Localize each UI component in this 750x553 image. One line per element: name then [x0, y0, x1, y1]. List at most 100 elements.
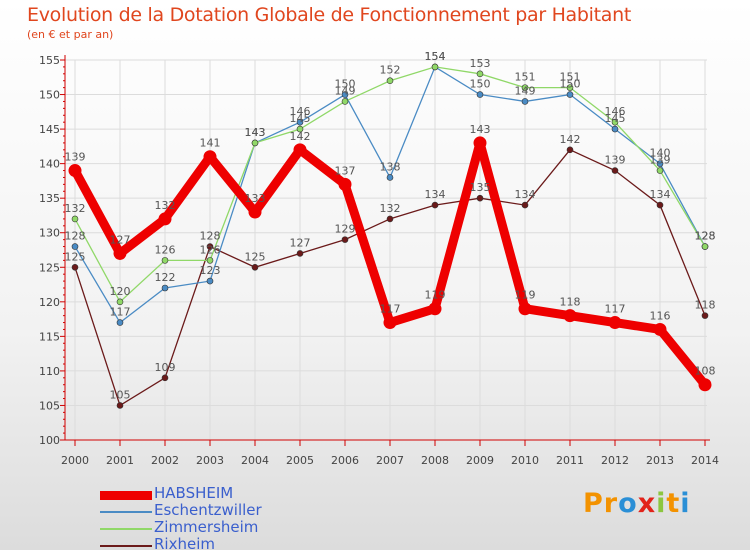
data-label: 117 — [110, 306, 131, 319]
legend-swatch — [100, 528, 152, 530]
data-label: 139 — [65, 151, 86, 164]
legend-swatch — [100, 491, 152, 500]
data-label: 149 — [335, 84, 356, 97]
data-point — [566, 146, 574, 154]
data-point — [428, 302, 442, 316]
data-point — [701, 312, 709, 319]
data-label: 153 — [470, 57, 491, 70]
data-point — [611, 167, 619, 174]
data-point — [566, 91, 574, 98]
data-label: 134 — [425, 188, 446, 201]
logo-letter: o — [618, 488, 638, 519]
data-label: 150 — [560, 78, 581, 91]
data-label: 141 — [200, 137, 221, 150]
data-label: 123 — [200, 264, 221, 277]
data-point — [296, 125, 304, 133]
data-label: 134 — [515, 188, 536, 201]
legend-label: Zimmersheim — [154, 518, 259, 536]
data-point — [611, 118, 619, 126]
data-label: 117 — [380, 303, 401, 316]
data-label: 150 — [335, 78, 356, 91]
data-point — [656, 160, 664, 167]
data-point — [431, 201, 439, 209]
data-label: 118 — [560, 296, 581, 309]
series-lines — [68, 63, 712, 409]
data-label: 119 — [515, 289, 536, 302]
data-label: 128 — [65, 230, 86, 243]
data-point — [116, 319, 124, 326]
x-tick-label: 2007 — [376, 454, 404, 467]
x-tick-label: 2006 — [331, 454, 359, 467]
data-label: 143 — [245, 126, 266, 139]
x-tick-label: 2010 — [511, 454, 539, 467]
data-point — [386, 174, 394, 181]
axes: 100 105 110 115 120 125 130 135 140 145 150 155 2000… — [39, 54, 719, 467]
x-tick-label: 2001 — [106, 454, 134, 467]
data-point — [563, 309, 577, 323]
data-point — [248, 205, 262, 219]
data-label: 132 — [380, 202, 401, 215]
data-point — [116, 298, 124, 306]
data-point — [701, 243, 709, 250]
y-tick-label: 155 — [39, 54, 60, 67]
data-point — [161, 374, 169, 382]
data-label: 120 — [110, 285, 131, 298]
data-point — [476, 91, 484, 98]
data-point — [206, 257, 214, 264]
data-point — [473, 136, 487, 150]
data-point — [251, 263, 259, 271]
data-label: 150 — [470, 78, 491, 91]
data-point — [518, 302, 532, 316]
data-label: 109 — [155, 361, 176, 374]
data-label: 143 — [245, 126, 266, 139]
x-tick-label: 2003 — [196, 454, 224, 467]
data-label: 135 — [470, 181, 491, 194]
data-point — [71, 263, 79, 271]
x-tick-label: 2009 — [466, 454, 494, 467]
x-tick-label: 2002 — [151, 454, 179, 467]
data-label: 128 — [695, 230, 716, 243]
x-tick-label: 2014 — [691, 454, 719, 467]
data-point — [158, 212, 172, 226]
data-label: 137 — [335, 164, 356, 177]
data-point — [206, 277, 214, 285]
data-label: 139 — [650, 154, 671, 167]
data-point — [251, 139, 259, 147]
data-label: 105 — [110, 388, 131, 401]
data-point — [71, 243, 79, 250]
data-point — [341, 98, 349, 105]
data-label: 138 — [380, 160, 401, 173]
proxiti-logo: Proxiti — [583, 488, 691, 519]
y-tick-label: 115 — [39, 330, 60, 343]
data-point — [386, 215, 394, 223]
data-point — [386, 77, 394, 85]
logo-letter: t — [666, 488, 681, 519]
data-label: 129 — [335, 223, 356, 236]
data-label: 126 — [200, 243, 221, 256]
x-tick-label: 2008 — [421, 454, 449, 467]
data-label: 133 — [245, 192, 266, 205]
y-tick-label: 125 — [39, 261, 60, 274]
data-label: 132 — [65, 202, 86, 215]
grid — [65, 59, 707, 441]
logo-letter: x — [637, 488, 657, 519]
data-point — [203, 150, 217, 164]
data-label: 127 — [290, 236, 311, 249]
legend-label: Eschentzwiller — [154, 501, 262, 519]
data-point — [71, 215, 79, 223]
y-tick-label: 110 — [39, 365, 60, 378]
data-point — [611, 125, 619, 133]
data-label: 152 — [380, 64, 401, 77]
chart-title: Evolution de la Dotation Globale de Fonc… — [27, 4, 632, 26]
data-label: 128 — [200, 230, 221, 243]
data-label: 108 — [695, 365, 716, 378]
data-label: 125 — [65, 250, 86, 263]
data-point — [656, 201, 664, 209]
data-label: 125 — [245, 250, 266, 263]
data-labels: 1251051091281251271291321341351341421391… — [65, 50, 716, 402]
data-point — [656, 167, 664, 174]
x-tick-label: 2013 — [646, 454, 674, 467]
data-point — [116, 402, 124, 409]
data-point — [296, 118, 304, 126]
chart-subtitle: (en € et par an) — [27, 28, 114, 41]
